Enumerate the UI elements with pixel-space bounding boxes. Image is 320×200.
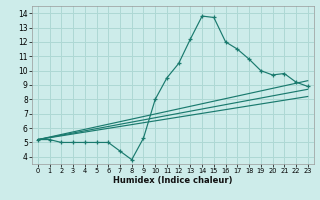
X-axis label: Humidex (Indice chaleur): Humidex (Indice chaleur) (113, 176, 233, 185)
